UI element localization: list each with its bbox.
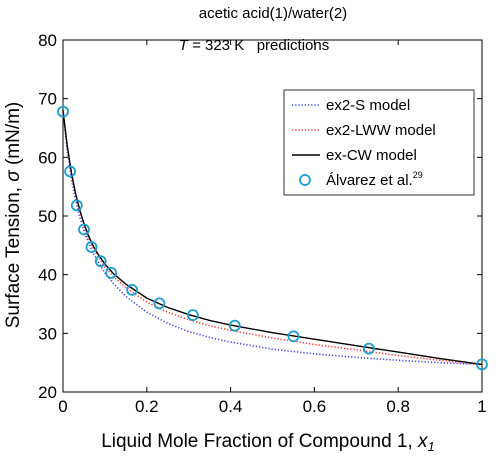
y-axis-ticks: 20 30 40 50 60 70 80 (38, 31, 482, 402)
legend-label-ex-cw: ex-CW model (326, 147, 417, 164)
scatter-point (287, 330, 300, 343)
y-tick-label: 80 (38, 31, 57, 50)
scatter-point (126, 283, 139, 296)
x-axis-label-text: Liquid Mole Fraction of Compound 1, (101, 431, 418, 452)
legend: ex2-S model ex2-LWW model ex-CW model Ál… (283, 89, 475, 196)
y-axis-label-unit: (mN/m) (3, 102, 24, 171)
y-tick-label: 30 (38, 324, 57, 343)
legend-label-alvarez-text: Álvarez et al. (326, 172, 413, 189)
series-line-ex-cw-model (62, 110, 483, 366)
scatter-point (94, 255, 107, 268)
scatter-point (78, 223, 90, 236)
y-tick-label: 20 (38, 383, 57, 402)
y-axis-label-text: Surface Tension, (3, 182, 24, 328)
y-axis-label-symbol: σ (3, 169, 24, 182)
subtitle-temperature-symbol: T (179, 37, 190, 54)
chart-title: acetic acid(1)/water(2) (199, 5, 347, 22)
y-tick-label: 40 (38, 266, 57, 285)
legend-label-alvarez-ref: 29 (413, 170, 423, 180)
scatter-point (85, 241, 98, 254)
x-tick-label: 1 (477, 397, 486, 416)
x-axis-label: Liquid Mole Fraction of Compound 1, x1 (101, 431, 435, 454)
scatter-point (186, 309, 199, 322)
legend-label-alvarez: Álvarez et al.29 (326, 170, 423, 189)
series-line-ex2-lww-model (62, 110, 483, 366)
series-line-ex2-s-model (62, 110, 483, 366)
legend-box (283, 89, 475, 196)
scatter-point (476, 358, 488, 371)
scatter-point (70, 199, 83, 212)
legend-swatch-alvarez (299, 174, 311, 186)
subtitle-text: = 323 K predictions (188, 37, 329, 54)
legend-label-ex2-lww: ex2-LWW model (326, 122, 436, 139)
scatter-point (105, 266, 118, 279)
scatter-point (153, 297, 166, 310)
x-tick-label: 0.6 (303, 397, 327, 416)
legend-label-ex2-s: ex2-S model (326, 97, 410, 114)
scatter-point (57, 105, 69, 118)
x-tick-label: 0.4 (219, 397, 243, 416)
x-tick-label: 0.2 (135, 397, 159, 416)
scatter-point (362, 342, 375, 355)
y-axis-label: Surface Tension, σ (mN/m) (3, 102, 24, 329)
scatter-point (228, 319, 241, 332)
chart-subtitle: T = 323 K predictions (179, 37, 330, 54)
x-axis-label-symbol: x (417, 431, 429, 452)
x-tick-label: 0 (58, 397, 67, 416)
x-tick-label: 0.8 (386, 397, 410, 416)
y-tick-label: 50 (38, 207, 57, 226)
y-tick-label: 60 (38, 148, 57, 167)
scatter-point (64, 165, 76, 178)
x-axis-label-subscript: 1 (428, 439, 435, 454)
y-tick-label: 70 (38, 90, 57, 109)
x-axis-ticks: 0 0.2 0.4 0.6 0.8 1 (58, 40, 487, 416)
